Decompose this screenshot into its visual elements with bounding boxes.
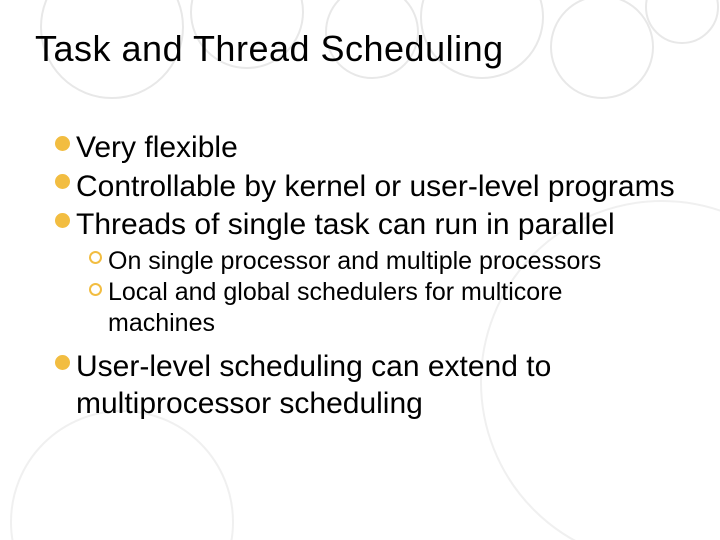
- ring-bullet-icon: [89, 251, 102, 264]
- bullet-text: Local and global schedulers for multicor…: [108, 277, 675, 338]
- slide-title: Task and Thread Scheduling: [35, 28, 504, 70]
- bullet-level1: Very flexible: [55, 130, 675, 167]
- ring-bullet-icon: [89, 283, 102, 296]
- bullet-text: Very flexible: [76, 130, 238, 167]
- bullet-level1: Controllable by kernel or user-level pro…: [55, 169, 675, 206]
- bullet-level1: User-level scheduling can extend to mult…: [55, 349, 675, 422]
- bullet-text: Threads of single task can run in parall…: [76, 207, 615, 244]
- slide-body: Very flexibleControllable by kernel or u…: [55, 130, 675, 424]
- disc-bullet-icon: [55, 136, 70, 151]
- bullet-text: User-level scheduling can extend to mult…: [76, 349, 675, 422]
- disc-bullet-icon: [55, 174, 70, 189]
- bullet-level2: Local and global schedulers for multicor…: [89, 277, 675, 338]
- disc-bullet-icon: [55, 355, 70, 370]
- bullet-text: Controllable by kernel or user-level pro…: [76, 169, 675, 206]
- bullet-level2: On single processor and multiple process…: [89, 246, 675, 277]
- disc-bullet-icon: [55, 213, 70, 228]
- slide-content: Task and Thread Scheduling Very flexible…: [0, 0, 720, 540]
- bullet-text: On single processor and multiple process…: [108, 246, 601, 277]
- bullet-level1: Threads of single task can run in parall…: [55, 207, 675, 244]
